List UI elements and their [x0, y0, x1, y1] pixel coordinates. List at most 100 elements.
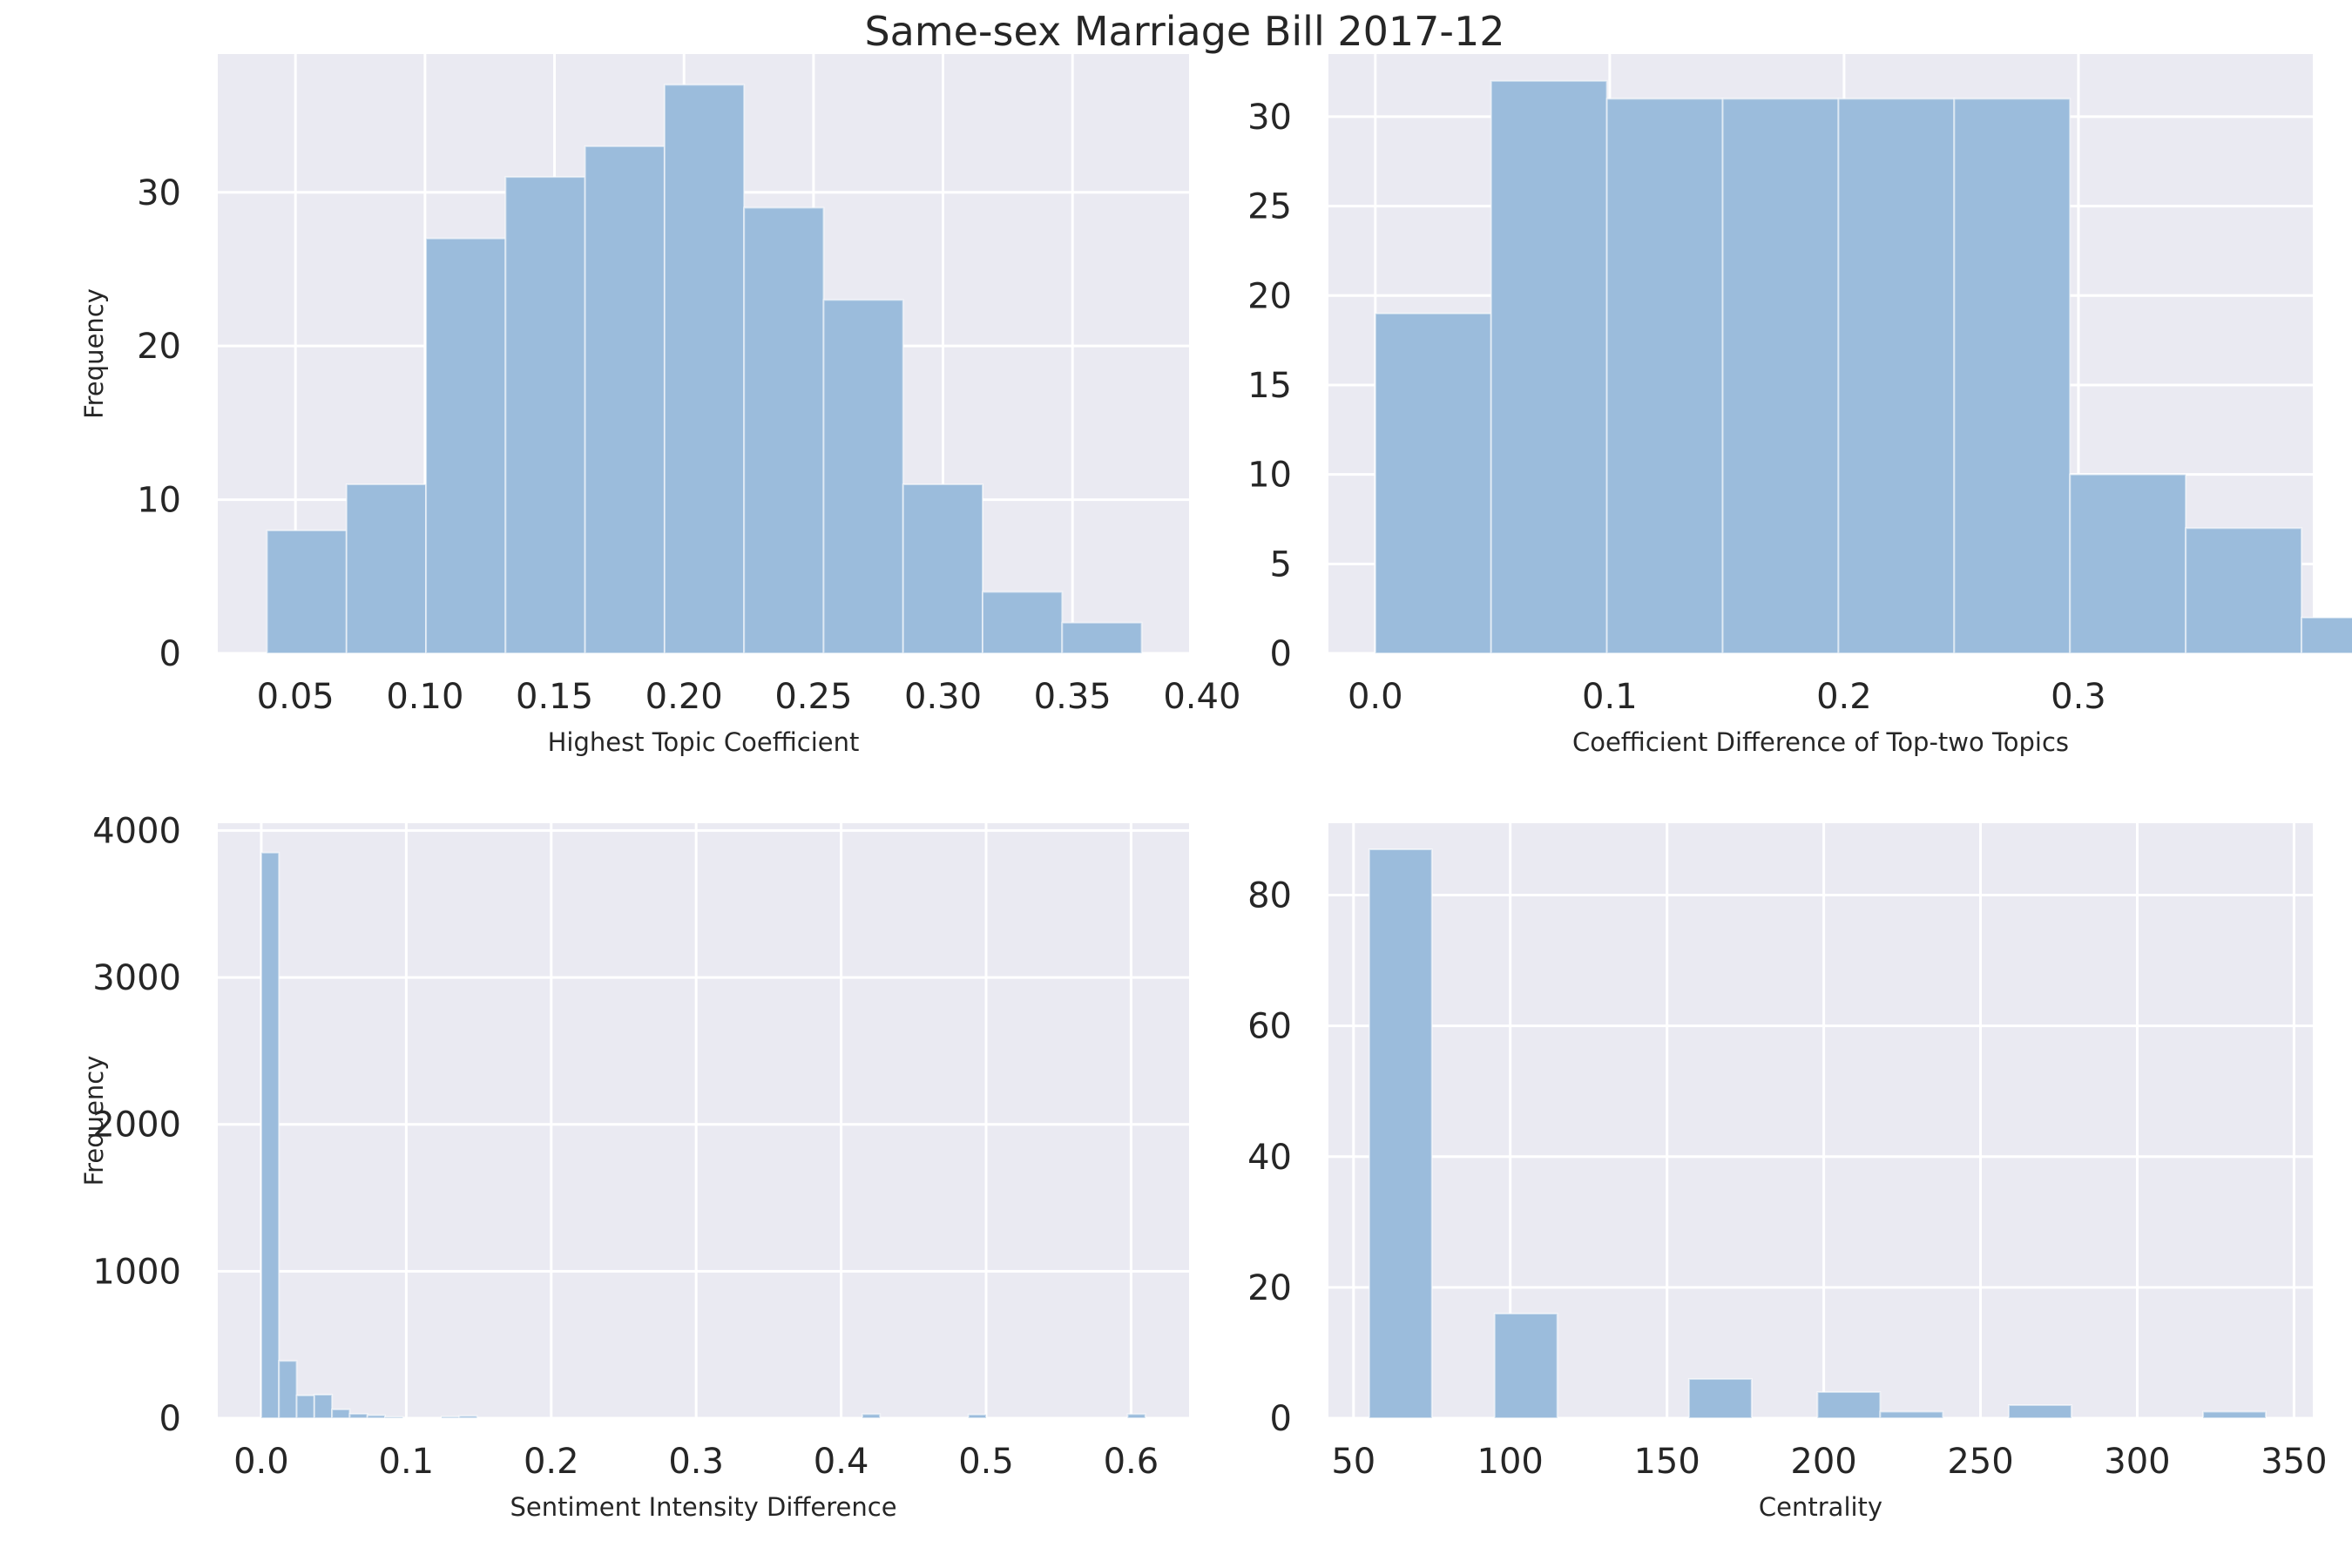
y-tick-label: 5	[1270, 544, 1292, 585]
histogram-bar	[440, 1416, 461, 1420]
histogram-bar	[1490, 79, 1608, 654]
histogram-panel-4: 50 100 150 200 250 300 350 0 20 40 60 80 Centrality	[1247, 823, 2328, 1522]
histogram-bar	[743, 206, 825, 655]
histogram-bar	[1605, 98, 1724, 655]
y-tick-label: 10	[1247, 456, 1292, 496]
histogram-bar	[331, 1408, 351, 1419]
histogram-bar	[1374, 312, 1492, 654]
plot-area	[218, 823, 1189, 1418]
histogram-bar	[345, 483, 428, 655]
y-tick-label: 30	[137, 173, 181, 213]
y-tick-label: 2000	[92, 1105, 181, 1146]
histogram-bar	[1687, 1377, 1753, 1420]
y-tick-label: 4000	[92, 811, 181, 851]
histogram-bar	[266, 529, 348, 654]
x-tick-label: 0.20	[645, 677, 723, 717]
y-tick-label: 25	[1247, 187, 1292, 227]
x-tick-label: 0.15	[516, 677, 593, 717]
x-tick-label: 0.4	[814, 1442, 869, 1482]
x-tick-label: 0.0	[1348, 677, 1403, 717]
y-tick-label: 80	[1247, 876, 1292, 916]
histogram-bar	[295, 1394, 315, 1419]
histogram-bar	[384, 1416, 404, 1420]
histogram-bar	[2202, 1410, 2268, 1420]
histogram-bar	[425, 237, 507, 654]
x-axis-label: Highest Topic Coefficient	[548, 727, 860, 757]
x-tick-label: 300	[2104, 1442, 2170, 1482]
histogram-bar	[1953, 98, 2072, 655]
histogram-bar	[584, 145, 666, 655]
x-tick-label: 50	[1331, 1442, 1375, 1482]
y-tick-label: 0	[159, 634, 181, 674]
x-axis-label: Coefficient Difference of Top-two Topics	[1572, 727, 2069, 757]
histogram-panel-1: 0.05 0.10 0.15 0.20 0.25 0.30 0.35 0.40 0 10 20 30 H…	[79, 54, 1240, 757]
histogram-bar	[1368, 848, 1433, 1419]
histogram-bar	[1126, 1413, 1146, 1420]
x-tick-label: 200	[1790, 1442, 1856, 1482]
histogram-bar	[260, 851, 280, 1419]
histogram-bar	[822, 299, 904, 654]
histogram-bar	[2301, 616, 2352, 654]
y-tick-label: 30	[1247, 98, 1292, 138]
y-tick-label: 0	[1270, 634, 1292, 674]
x-tick-label: 250	[1947, 1442, 2013, 1482]
y-tick-label: 20	[1247, 1268, 1292, 1308]
histogram-bar	[366, 1414, 387, 1420]
y-tick-label: 20	[137, 327, 181, 367]
x-axis-label: Centrality	[1759, 1492, 1882, 1522]
histogram-bar	[1879, 1410, 1944, 1420]
x-tick-label: 350	[2261, 1442, 2327, 1482]
histogram-bar	[902, 483, 984, 655]
x-tick-label: 0.2	[1816, 677, 1872, 717]
charts-group: 0.05 0.10 0.15 0.20 0.25 0.30 0.35 0.400102030H…	[79, 54, 2352, 1522]
x-tick-label: 0.6	[1104, 1442, 1159, 1482]
histogram-bar	[1493, 1312, 1558, 1420]
y-tick-label: 60	[1247, 1007, 1292, 1047]
histogram-bar	[313, 1394, 334, 1420]
histogram-bar	[2185, 527, 2303, 655]
y-tick-label: 0	[1270, 1399, 1292, 1439]
x-tick-label: 0.3	[668, 1442, 724, 1482]
histogram-bar	[2069, 473, 2187, 655]
histogram-panel-3: 0.0 0.1 0.2 0.3 0.4 0.5 0.6 0 1000 2000 3000 4000 Se…	[79, 811, 1189, 1522]
histogram-bar	[278, 1360, 298, 1419]
histogram-bar	[663, 84, 746, 655]
histogram-bar	[1061, 621, 1143, 655]
plot-area	[1328, 823, 2313, 1418]
x-tick-label: 0.10	[386, 677, 463, 717]
x-tick-label: 150	[1633, 1442, 1700, 1482]
x-tick-label: 0.1	[379, 1442, 435, 1482]
y-axis-label: Frequency	[79, 288, 109, 419]
histogram-bar	[2007, 1403, 2072, 1420]
y-tick-label: 15	[1247, 366, 1292, 406]
x-tick-label: 0.5	[958, 1442, 1014, 1482]
x-tick-label: 0.25	[774, 677, 852, 717]
y-tick-label: 0	[159, 1399, 181, 1439]
histogram-bar	[861, 1413, 882, 1420]
histogram-bar	[982, 591, 1064, 655]
x-tick-label: 0.2	[524, 1442, 579, 1482]
x-tick-label: 0.30	[904, 677, 982, 717]
y-axis-label: Frequency	[79, 1056, 109, 1186]
histogram-bar	[1837, 98, 1956, 655]
y-tick-label: 10	[137, 481, 181, 521]
histogram-bar	[348, 1412, 368, 1420]
histogram-bar	[1816, 1390, 1882, 1420]
x-axis-label: Sentiment Intensity Difference	[510, 1492, 896, 1522]
histogram-bar	[1721, 98, 1840, 655]
histogram-panel-2: 0.0 0.1 0.2 0.3 0 5 10 15 20 25 30 Coefficient Diff…	[1247, 54, 2352, 757]
x-tick-label: 0.35	[1034, 677, 1112, 717]
y-tick-label: 40	[1247, 1138, 1292, 1178]
x-tick-label: 0.3	[2051, 677, 2106, 717]
x-tick-label: 0.1	[1582, 677, 1638, 717]
histogram-bar	[504, 176, 586, 654]
y-tick-label: 20	[1247, 276, 1292, 316]
y-tick-label: 1000	[92, 1252, 181, 1292]
x-tick-label: 0.40	[1163, 677, 1240, 717]
histogram-bar	[458, 1415, 478, 1419]
x-tick-label: 0.05	[257, 677, 335, 717]
histogram-bar	[967, 1413, 988, 1419]
x-tick-label: 0.0	[233, 1442, 289, 1482]
figure-title: Same-sex Marriage Bill 2017-12	[864, 8, 1504, 55]
y-tick-label: 3000	[92, 958, 181, 998]
